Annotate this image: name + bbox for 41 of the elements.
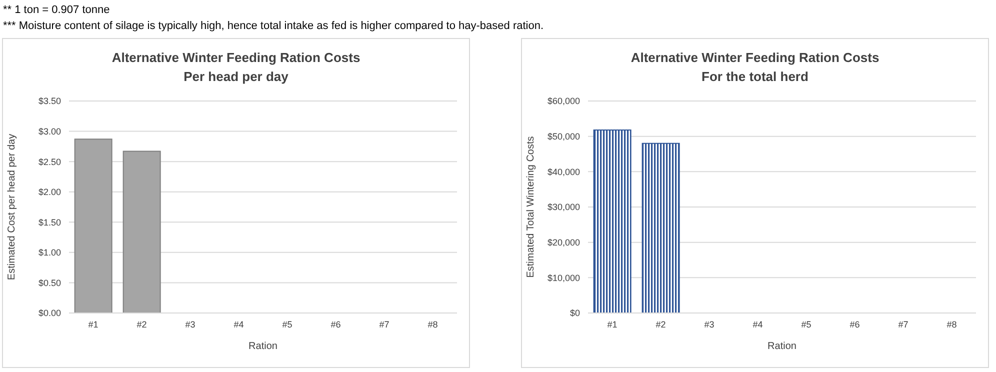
x-tick-label: #8 (946, 319, 957, 330)
chart-title: Alternative Winter Feeding Ration Costs (630, 50, 880, 65)
y-tick-label: $30,000 (547, 202, 580, 212)
y-tick-label: $60,000 (547, 96, 580, 106)
x-tick-label: #2 (136, 319, 147, 330)
y-tick-label: $3.00 (38, 126, 61, 136)
x-tick-label: #1 (88, 319, 98, 330)
y-tick-label: $20,000 (547, 238, 580, 248)
x-axis-title: Ration (768, 341, 796, 352)
x-tick-label: #4 (752, 319, 763, 330)
y-tick-label: $0.00 (38, 308, 61, 318)
chart-subtitle: For the total herd (700, 69, 810, 84)
y-tick-label: $1.50 (38, 217, 61, 228)
text: *** Moisture content of silage is typically high, hence total intake as fed is higher compared to hay-based ration. (3, 19, 544, 34)
x-tick-label: #6 (330, 319, 341, 330)
x-tick-label: #3 (185, 319, 196, 330)
text: ** 1 ton = 0.907 tonne (3, 3, 111, 18)
chart-title: Alternative Winter Feeding Ration Costs (110, 50, 362, 65)
x-tick-label: #5 (282, 319, 292, 330)
x-tick-label: #6 (850, 319, 860, 330)
x-axis-title: Ration (248, 341, 278, 352)
y-tick-label: $0 (570, 308, 580, 318)
y-tick-label: $3.50 (38, 96, 61, 106)
y-tick-label: $10,000 (547, 272, 580, 283)
x-tick-label: #5 (801, 319, 812, 330)
y-tick-label: $40,000 (547, 166, 580, 177)
y-tick-label: $1.00 (38, 248, 61, 258)
x-tick-label: #4 (234, 319, 244, 330)
chart-subtitle: Per head per day (182, 69, 290, 84)
y-axis-title: Estimated Cost per head per day (6, 134, 18, 280)
x-tick-label: #7 (898, 319, 908, 330)
y-tick-label: $50,000 (547, 132, 580, 142)
y-tick-label: $2.50 (38, 156, 61, 167)
y-axis-title: Estimated Total Wintering Costs (526, 136, 537, 278)
y-tick-label: $2.00 (38, 187, 61, 198)
x-tick-label: #3 (704, 319, 714, 330)
x-tick-label: #8 (428, 319, 438, 330)
x-tick-label: #2 (656, 319, 666, 330)
x-tick-label: #7 (379, 319, 390, 330)
y-tick-label: $0.50 (38, 278, 61, 288)
x-tick-label: #1 (607, 319, 618, 330)
